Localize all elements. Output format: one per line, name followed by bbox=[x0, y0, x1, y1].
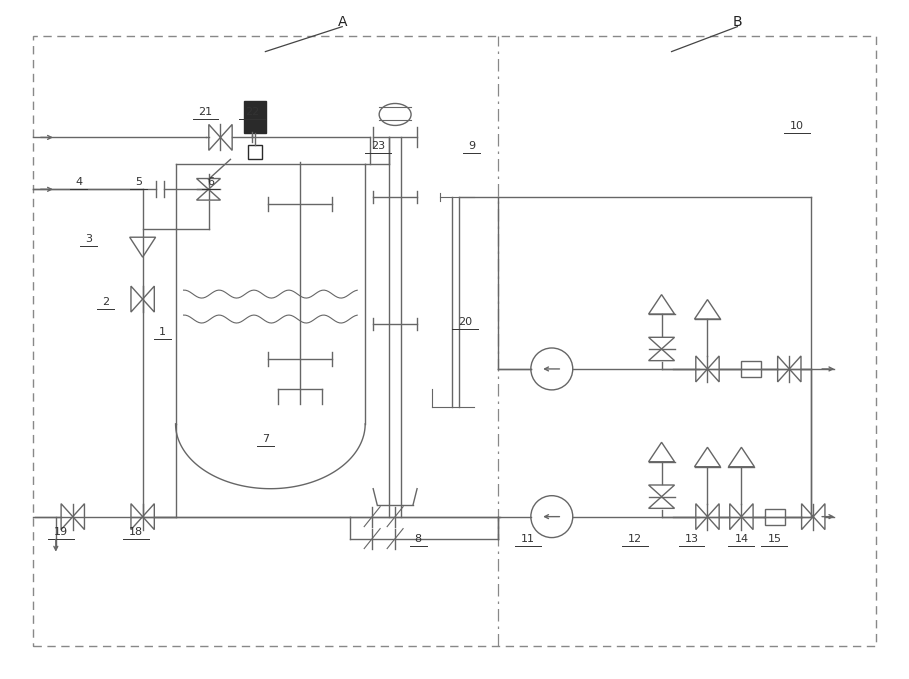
Text: 12: 12 bbox=[627, 534, 642, 544]
Text: 13: 13 bbox=[684, 534, 698, 544]
Text: 14: 14 bbox=[734, 534, 748, 544]
Bar bbox=[248, 145, 263, 160]
Text: 5: 5 bbox=[135, 177, 142, 187]
Text: 23: 23 bbox=[371, 141, 385, 151]
Text: 9: 9 bbox=[468, 141, 475, 151]
Text: 11: 11 bbox=[521, 534, 534, 544]
Text: 2: 2 bbox=[102, 297, 109, 307]
Text: 4: 4 bbox=[75, 177, 83, 187]
Text: 22: 22 bbox=[245, 107, 260, 117]
Text: 21: 21 bbox=[198, 107, 213, 117]
Text: 6: 6 bbox=[207, 177, 214, 187]
Text: 20: 20 bbox=[458, 317, 472, 327]
Text: 18: 18 bbox=[128, 527, 143, 536]
Text: 19: 19 bbox=[54, 527, 68, 536]
Text: 1: 1 bbox=[159, 327, 166, 337]
Text: 7: 7 bbox=[262, 434, 269, 444]
Bar bbox=[742, 361, 762, 377]
Bar bbox=[245, 101, 266, 133]
Text: 8: 8 bbox=[415, 534, 422, 544]
Text: B: B bbox=[733, 15, 743, 29]
Text: 3: 3 bbox=[85, 234, 92, 244]
Bar bbox=[765, 509, 785, 525]
Text: A: A bbox=[337, 15, 347, 29]
Text: 15: 15 bbox=[767, 534, 782, 544]
Text: 10: 10 bbox=[790, 122, 804, 132]
